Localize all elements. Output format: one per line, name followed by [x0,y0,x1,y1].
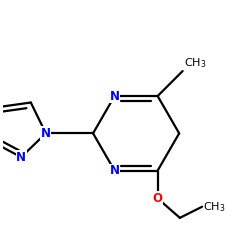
Text: CH$_3$: CH$_3$ [184,56,206,70]
Text: CH$_3$: CH$_3$ [204,200,226,214]
Text: N: N [110,90,120,102]
Text: N: N [41,127,51,140]
Text: O: O [153,192,163,205]
Text: N: N [16,151,26,164]
Text: N: N [110,164,120,177]
